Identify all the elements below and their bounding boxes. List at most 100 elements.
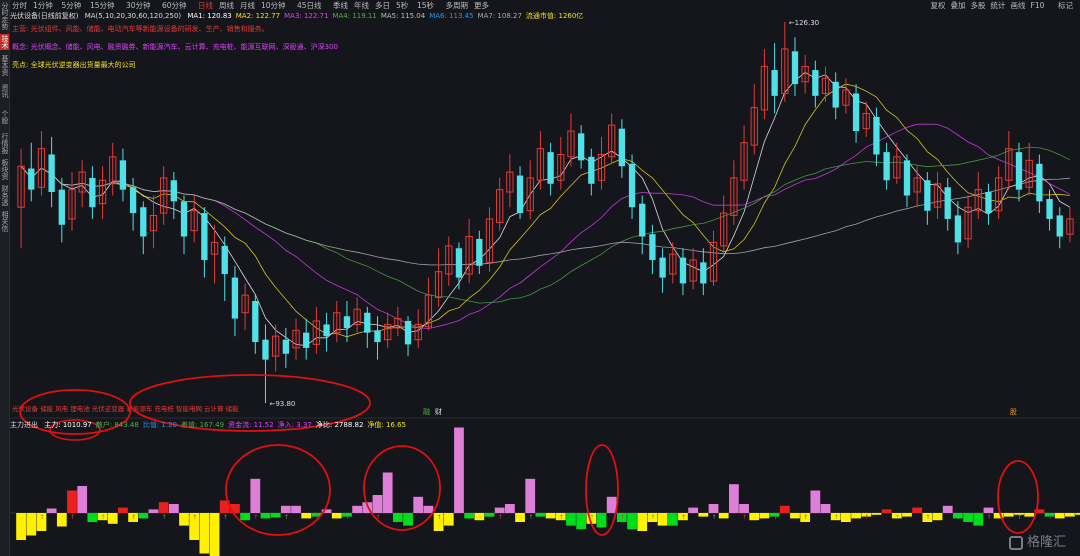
candle <box>129 187 137 214</box>
sidebar-item-4[interactable]: 个股F10 <box>0 110 9 124</box>
period-tab-7[interactable]: 周线 <box>219 1 234 10</box>
sidebar-item-8[interactable]: 相关信息 <box>0 210 9 232</box>
period-tab-1[interactable]: 1分钟 <box>33 1 53 10</box>
candle <box>893 156 901 179</box>
candle <box>832 81 839 108</box>
period-tab-6[interactable]: 日线 <box>198 1 213 10</box>
volume-bar <box>26 513 37 536</box>
period-tab-2[interactable]: 5分钟 <box>61 1 82 10</box>
concept-tags: 光伏设备 储能 风电 锂电池 光伏逆变器 新能源车 充电桩 智能电网 云计算 储… <box>12 404 239 413</box>
candle <box>771 70 778 96</box>
low-price-label: ←93.80 <box>269 400 295 408</box>
candle <box>180 201 188 237</box>
volume-bar <box>1075 513 1080 515</box>
candle <box>944 187 951 219</box>
period-tab-17[interactable]: 更多 <box>474 1 489 10</box>
candle <box>37 148 46 188</box>
volume-bar <box>515 513 525 522</box>
toolbar-right-1[interactable]: 叠加 <box>950 1 966 10</box>
period-tab-4[interactable]: 30分钟 <box>126 1 151 10</box>
toolbar-right-0[interactable]: 复权 <box>930 1 946 10</box>
toolbar-right-3[interactable]: 统计 <box>990 1 1006 10</box>
candle <box>170 180 177 202</box>
candle <box>730 177 738 216</box>
flow-marker: ↑ <box>70 514 75 521</box>
candle <box>394 318 402 329</box>
flow-marker: ↑ <box>650 514 655 521</box>
period-tab-11[interactable]: 季线 <box>333 1 348 10</box>
flow-marker: ↑ <box>345 514 350 521</box>
period-tab-9[interactable]: 10分钟 <box>261 1 286 10</box>
period-tab-16[interactable]: 多周期 <box>445 1 469 10</box>
volume-bar <box>912 507 923 513</box>
volume-bar <box>403 513 413 526</box>
stock-title: 光伏设备(日线前复权) <box>10 12 79 20</box>
volume-bar <box>647 513 658 522</box>
toolbar-right-2[interactable]: 多股 <box>970 1 986 10</box>
flow-marker: ↑ <box>834 514 839 521</box>
volume-bar <box>932 513 943 521</box>
ma-value-2: MA3: 122.71 <box>284 12 329 20</box>
candle <box>577 133 585 161</box>
sidebar-item-0[interactable]: 分时走势 <box>1 2 9 30</box>
volume-bar <box>616 513 627 522</box>
candle <box>618 128 626 167</box>
volume-bar <box>189 513 200 540</box>
volume-bar <box>260 513 271 519</box>
period-tab-10[interactable]: 45日线 <box>297 1 322 10</box>
volume-bar <box>474 513 485 521</box>
period-tab-5[interactable]: 60分钟 <box>162 1 187 10</box>
candle <box>689 259 697 282</box>
volume-bar <box>953 513 963 519</box>
volume-bar <box>168 504 179 513</box>
volume-bar <box>1014 513 1024 515</box>
candle <box>190 210 198 232</box>
volume-bar <box>301 513 312 519</box>
volume-bar <box>1054 513 1065 519</box>
toolbar-right-6[interactable]: 标记 <box>1058 1 1073 10</box>
candle <box>140 207 147 237</box>
candle <box>659 257 666 278</box>
candle <box>434 271 443 298</box>
volume-bar <box>891 513 902 519</box>
period-tab-14[interactable]: 5秒 <box>396 1 409 10</box>
volume-bar <box>423 505 434 513</box>
ma-value-3: MA4: 119.11 <box>332 12 377 20</box>
volume-bar <box>270 513 281 518</box>
volume-bar <box>77 486 88 513</box>
volume-bar <box>382 472 393 513</box>
volume-bar <box>841 513 851 522</box>
sidebar-item-7[interactable]: 财务透视 <box>0 184 9 206</box>
period-tab-15[interactable]: 15秒 <box>417 1 435 10</box>
volume-bar <box>352 505 363 513</box>
candle <box>17 165 25 208</box>
volume-bar <box>209 513 220 556</box>
kline-chart[interactable]: ←126.30 ←93.80 光伏设备 储能 风电 锂电池 光伏逆变器 新能源车 充… <box>10 0 1080 556</box>
candle <box>842 89 850 106</box>
volume-bar <box>678 513 688 521</box>
candle <box>557 153 565 181</box>
sidebar-item-3[interactable]: 资讯 <box>1 84 9 98</box>
volume-bar <box>240 513 250 521</box>
sidebar-item-5[interactable]: 行情报价 <box>0 132 9 154</box>
volume-bar <box>769 513 780 517</box>
candle <box>526 177 534 212</box>
volume-bar <box>667 513 678 526</box>
sidebar-item-6[interactable]: 板块资金 <box>0 158 9 180</box>
annotation-circle <box>363 445 441 531</box>
flow-marker: ↑ <box>131 514 136 521</box>
volume-bar <box>16 513 26 540</box>
period-tab-0[interactable]: 分时 <box>12 1 27 10</box>
period-tab-3[interactable]: 15分钟 <box>90 1 115 10</box>
candle <box>547 152 554 184</box>
flow-marker: ↑ <box>437 514 442 521</box>
candle <box>28 168 35 190</box>
period-tab-13[interactable]: 多日 <box>375 1 390 10</box>
toolbar-right-4[interactable]: 画线 <box>1010 1 1026 10</box>
sidebar-item-1[interactable]: 技术分析 <box>0 34 9 50</box>
volume-bar <box>688 507 699 513</box>
period-tab-8[interactable]: 月线 <box>240 1 255 10</box>
toolbar-right-5[interactable]: F10 <box>1030 1 1045 10</box>
sidebar-item-2[interactable]: 基本资料 <box>0 54 9 76</box>
period-tab-12[interactable]: 年线 <box>354 1 369 10</box>
